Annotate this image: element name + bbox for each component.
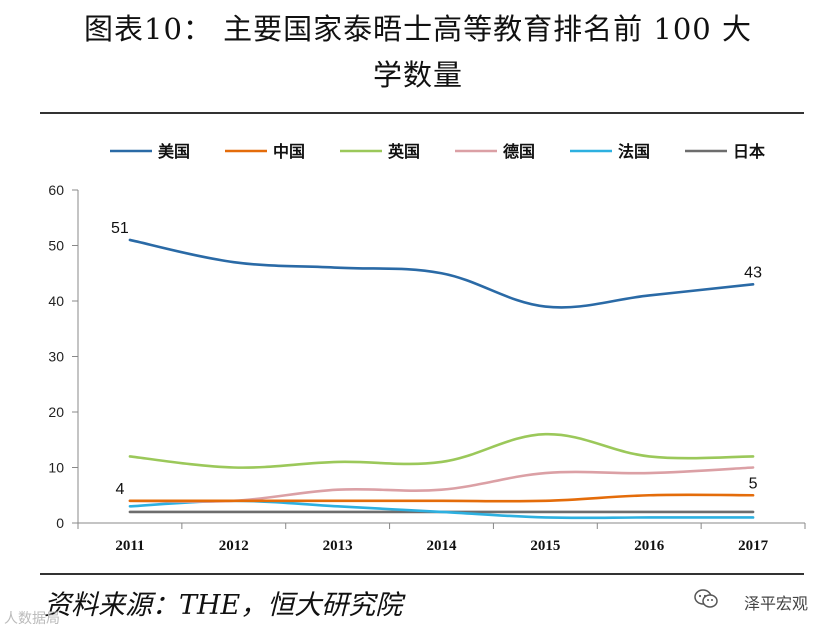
y-tick-label: 50 xyxy=(48,238,64,254)
wechat-icon xyxy=(694,589,718,608)
series-line-3 xyxy=(128,466,755,503)
legend-label: 日本 xyxy=(733,142,765,161)
legend-label: 法国 xyxy=(618,142,650,161)
top-divider xyxy=(40,112,804,114)
chart-title: 图表10： 主要国家泰晤士高等教育排名前 100 大 学数量 xyxy=(0,6,836,98)
data-label: 5 xyxy=(749,475,758,492)
y-tick-label: 20 xyxy=(48,404,64,420)
series-line-4 xyxy=(128,499,755,520)
y-tick-label: 40 xyxy=(48,293,64,309)
y-tick-label: 60 xyxy=(48,182,64,198)
legend-item: 英国 xyxy=(340,142,420,161)
legend-item: 中国 xyxy=(225,142,305,161)
series-line-0 xyxy=(128,238,755,309)
axes: 0 10 20 30 40 50 60 2011 2012 2013 2014 2015 2016 201… xyxy=(48,182,806,554)
legend-label: 中国 xyxy=(273,142,305,161)
x-tick-label: 2017 xyxy=(738,538,769,554)
x-tick-label: 2011 xyxy=(115,538,144,554)
legend-item: 美国 xyxy=(110,142,190,161)
watermark-corner: 人数据局 xyxy=(4,611,60,627)
x-tick-label: 2014 xyxy=(427,538,458,554)
legend: 美国 中国 英国 德国 法国 日本 xyxy=(110,142,765,161)
series-line-2 xyxy=(128,432,755,469)
source-note: 资料来源：THE，恒大研究院 xyxy=(44,590,403,621)
legend-label: 英国 xyxy=(387,142,420,161)
y-tick-label: 30 xyxy=(48,349,64,365)
watermark-brand: 泽平宏观 xyxy=(743,594,808,613)
data-label: 43 xyxy=(744,264,762,281)
title-line-2: 学数量 xyxy=(372,58,463,92)
legend-label: 美国 xyxy=(158,142,190,161)
data-label: 51 xyxy=(111,220,129,237)
x-tick-label: 2016 xyxy=(634,538,665,554)
series-line-1 xyxy=(128,493,755,503)
data-labels: 51 43 4 5 xyxy=(111,220,762,498)
x-tick-label: 2012 xyxy=(219,538,249,554)
legend-item: 日本 xyxy=(685,142,765,161)
y-tick-label: 0 xyxy=(56,515,64,531)
y-tick-label: 10 xyxy=(48,460,64,476)
x-tick-label: 2013 xyxy=(323,538,353,554)
legend-item: 德国 xyxy=(455,142,535,161)
series-lines xyxy=(128,238,755,520)
legend-label: 德国 xyxy=(503,142,535,161)
x-tick-label: 2015 xyxy=(530,538,560,554)
legend-item: 法国 xyxy=(570,142,650,161)
data-label: 4 xyxy=(115,481,124,498)
bottom-divider xyxy=(40,573,804,575)
title-line-1: 图表10： 主要国家泰晤士高等教育排名前 100 大 xyxy=(84,12,752,46)
